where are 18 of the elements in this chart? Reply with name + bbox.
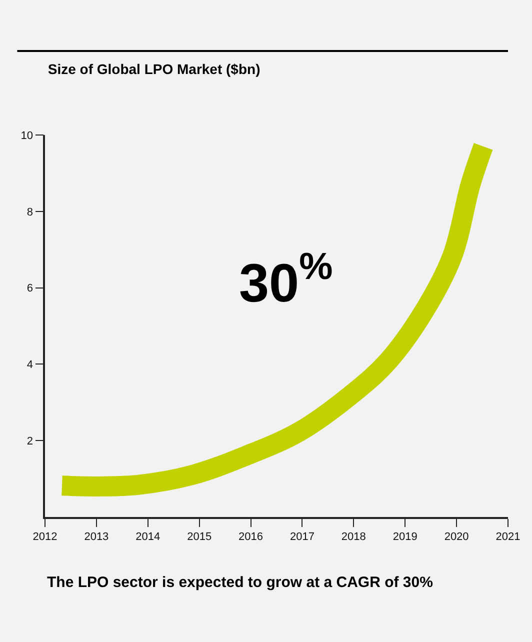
x-tick-label: 2017 <box>290 530 314 543</box>
annotation: 30$^{%}$ <box>239 246 333 314</box>
text: The LPO sector is expected to grow at a CAGR of 30% <box>47 574 433 591</box>
x-tick-label: 2020 <box>444 530 469 543</box>
x-tick-label: 2019 <box>392 530 418 543</box>
x-tick-label: 2018 <box>341 530 366 543</box>
x-tick-label: 2015 <box>187 530 212 543</box>
y-tick-label: 6 <box>26 282 34 295</box>
y-tick-label: 2 <box>26 435 34 448</box>
chart-title: Size of Global LPO Market ($bn) <box>48 61 260 77</box>
x-tick-label: 2012 <box>32 530 58 543</box>
x-tick-label: 2016 <box>238 530 264 543</box>
x-tick-label: 2013 <box>84 530 109 543</box>
y-tick-label: 4 <box>26 359 34 372</box>
y-tick-label: 8 <box>26 206 34 218</box>
y-tick-label: 10 <box>20 130 34 142</box>
x-tick-label: 2021 <box>496 530 520 543</box>
x-tick-label: 2014 <box>136 530 160 543</box>
